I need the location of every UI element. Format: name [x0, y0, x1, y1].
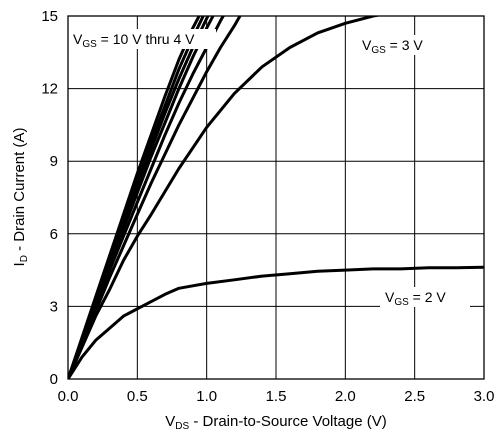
annotation-box-vgs-3	[355, 35, 445, 55]
y-tick-label: 6	[50, 226, 58, 243]
annotation-vgs-2: VGS = 2 V	[385, 289, 446, 308]
annotation-vgs-3: VGS = 3 V	[362, 37, 423, 56]
y-axis-label: ID - Drain Current (A)	[11, 128, 30, 267]
y-tick-label: 0	[50, 371, 58, 388]
grid	[68, 16, 484, 379]
plot-frame	[67, 15, 485, 380]
y-tick-label: 12	[41, 81, 58, 98]
x-tick-label: 0.0	[58, 388, 79, 405]
x-tick-label: 1.0	[196, 388, 217, 405]
x-tick-label: 1.5	[266, 388, 287, 405]
series-line-6	[68, 16, 242, 379]
annotation-box-vgs-2	[380, 287, 470, 307]
series-line-7	[68, 16, 382, 379]
x-axis-label: VDS - Drain-to-Source Voltage (V)	[165, 413, 387, 432]
x-tick-label: 0.5	[127, 388, 148, 405]
x-tick-label: 3.0	[474, 388, 495, 405]
x-tick-label: 2.5	[404, 388, 425, 405]
y-tick-label: 15	[41, 8, 58, 25]
annotation-vgs-10-4: VGS = 10 V thru 4 V	[73, 31, 195, 50]
series-line-8	[68, 265, 484, 379]
x-axis-ticks: 0.0 0.5 1.0 1.5 2.0 2.5 3.0	[58, 388, 495, 405]
y-tick-label: 9	[50, 153, 58, 170]
y-tick-label: 3	[50, 298, 58, 315]
annotation-box-vgs-10-4	[70, 29, 216, 49]
x-tick-label: 2.0	[335, 388, 356, 405]
y-axis-ticks: 0 3 6 9 12 15	[41, 8, 58, 388]
